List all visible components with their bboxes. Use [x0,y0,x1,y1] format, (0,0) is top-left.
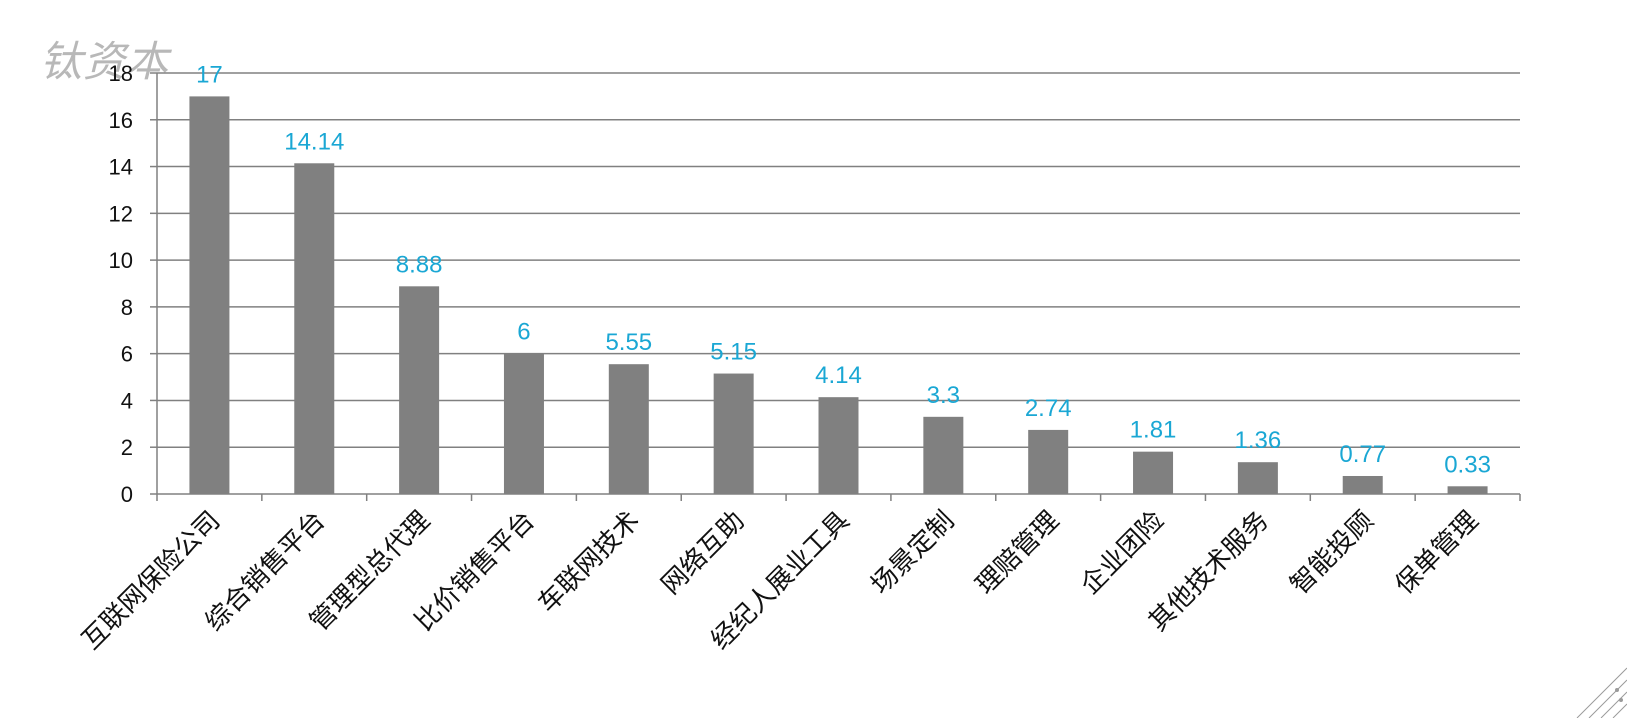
bar [923,416,964,494]
data-labels: 17 14.14 8.88 6 5.55 5.15 4.14 3.3 2.74 1.81 1.36 0… [196,61,1491,478]
bar [1342,475,1383,494]
data-label: 0.77 [1339,441,1386,468]
x-tick-label: 互联网保险公司 [76,506,226,656]
x-tick-label: 场景定制 [866,506,961,601]
data-label: 5.55 [605,329,652,356]
y-tick-label: 12 [109,201,133,226]
y-tick-label: 0 [121,482,133,507]
y-tick-labels: 0 2 4 6 8 10 12 14 16 18 [109,61,133,507]
y-tick-label: 16 [109,108,133,133]
gridlines [157,72,1520,448]
data-label: 17 [196,61,223,88]
x-tick-label: 理赔管理 [970,506,1065,601]
x-tick-label: 保单管理 [1390,506,1485,601]
bar [1133,451,1174,494]
y-tick-label: 14 [109,155,133,180]
axes [150,72,1521,501]
y-tick-label: 8 [121,295,133,320]
data-label: 1.81 [1130,417,1177,444]
data-label: 4.14 [815,362,862,389]
data-label: 1.36 [1235,427,1282,454]
y-tick-label: 6 [121,342,133,367]
x-tick-label: 网络互助 [656,506,751,601]
bar [399,286,440,494]
data-label: 2.74 [1025,395,1072,422]
data-label: 14.14 [284,128,344,155]
y-tick-label: 2 [121,435,133,460]
x-tick-label: 智能投顾 [1285,506,1380,601]
x-tick-label: 企业团险 [1075,506,1170,601]
data-label: 3.3 [927,382,960,409]
data-label: 5.15 [710,339,757,366]
bars [189,96,1488,494]
data-label: 0.33 [1444,451,1491,478]
bar [1028,429,1069,494]
bar [608,364,649,494]
bar [818,397,859,494]
y-tick-label: 18 [109,61,133,86]
bar [1237,462,1278,494]
data-label: 8.88 [396,251,443,278]
bar [294,163,335,494]
bar [1447,486,1488,494]
y-tick-label: 10 [109,248,133,273]
y-tick-label: 4 [121,388,133,413]
bar [713,373,754,494]
x-tick-label: 车联网技术 [533,506,646,619]
bar [503,353,544,494]
bar [189,96,230,494]
corner-decoration [1576,667,1627,718]
watermark-logo: 钛资本 [40,37,170,86]
data-label: 6 [517,319,530,346]
